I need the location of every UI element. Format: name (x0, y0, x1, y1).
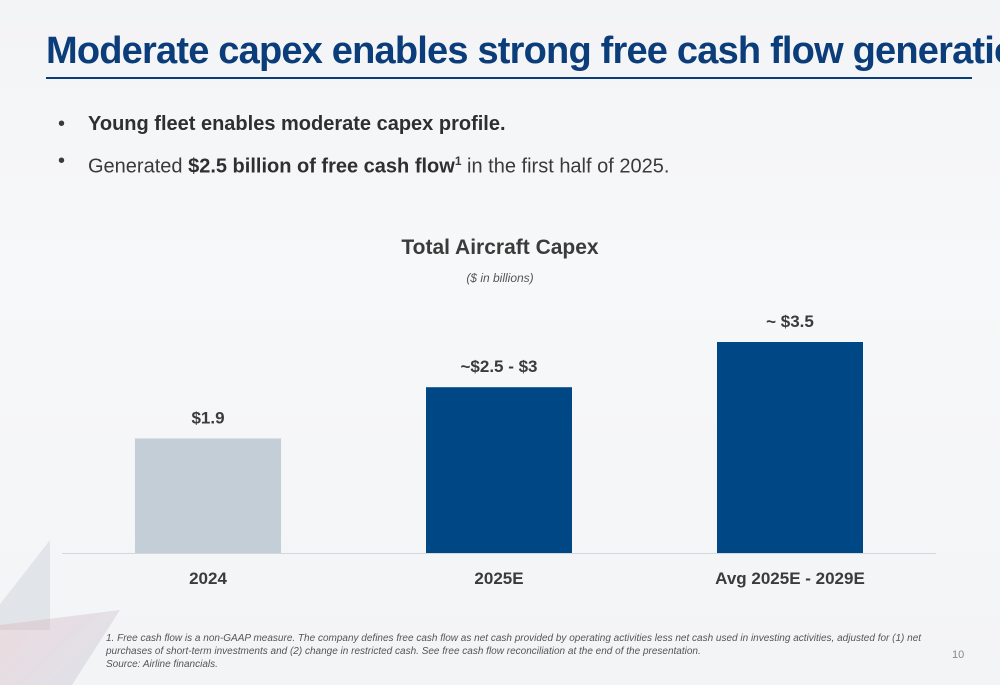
bullet-list: • Young fleet enables moderate capex pro… (58, 106, 669, 186)
category-label-3: Avg 2025E - 2029E (715, 569, 865, 588)
page-title: Moderate capex enables strong free cash … (46, 30, 1000, 72)
footnotes: 1. Free cash flow is a non-GAAP measure.… (106, 632, 946, 671)
data-label-3: ~ $3.5 (766, 312, 814, 331)
page-number: 10 (952, 649, 965, 661)
bullet-marker: • (58, 113, 66, 135)
footnote-1: 1. Free cash flow is a non-GAAP measure.… (106, 633, 922, 657)
bullet-bold-text: $2.5 billion of free cash flow (188, 155, 455, 178)
data-label-2: ~$2.5 - $3 (460, 357, 537, 376)
decorative-triangle (0, 540, 50, 630)
category-label-1: 2024 (189, 569, 227, 588)
category-label-2: 2025E (474, 569, 523, 588)
footnote-ref: 1 (454, 154, 462, 168)
chart-title: Total Aircraft Capex (401, 236, 599, 259)
chart-subtitle: ($ in billions) (466, 271, 534, 285)
bullet-text: Generated (88, 155, 189, 178)
bullet-item: • Young fleet enables moderate capex pro… (58, 106, 669, 143)
bar-3 (717, 342, 863, 553)
source-note: Source: Airline financials. (106, 659, 218, 670)
data-label-1: $1.9 (191, 408, 224, 427)
bar-2 (426, 387, 572, 553)
title-divider (46, 77, 972, 79)
bar-1 (135, 438, 281, 553)
bullet-marker: • (58, 150, 66, 172)
bullet-item: • Generated $2.5 billion of free cash fl… (58, 143, 669, 186)
bullet-bold-text: Young fleet enables moderate capex profi… (88, 113, 506, 135)
bullet-text: in the first half of 2025. (461, 155, 670, 178)
